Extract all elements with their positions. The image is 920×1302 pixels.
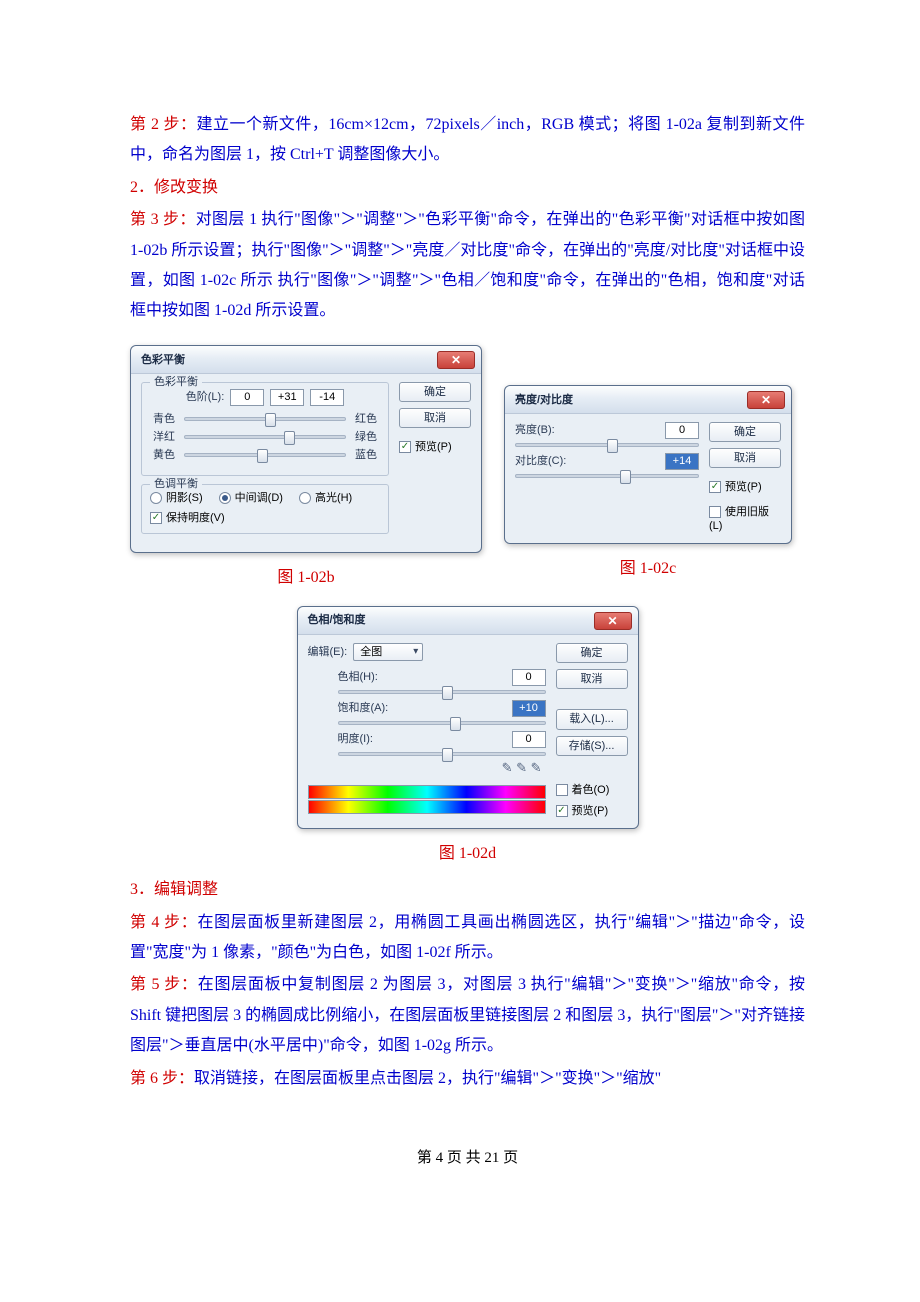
cb-slider-0[interactable]: 青色 红色	[150, 412, 380, 426]
close-icon[interactable]: ✕	[747, 391, 785, 409]
cb-slider-2-right: 蓝色	[352, 448, 380, 462]
hs-title: 色相/饱和度	[308, 613, 366, 627]
hue-strip-bottom	[308, 800, 546, 814]
hs-titlebar[interactable]: 色相/饱和度 ✕	[298, 607, 638, 635]
cb-slider-1-left: 洋红	[150, 430, 178, 444]
bc-cancel-button[interactable]: 取消	[709, 448, 781, 468]
step3-prefix: 第 3 步：	[130, 211, 196, 228]
section-3-heading: 3．编辑调整	[130, 875, 805, 905]
hue-label: 色相(H):	[338, 670, 378, 684]
bc-titlebar[interactable]: 亮度/对比度 ✕	[505, 386, 791, 414]
figure-1-02c-column: 亮度/对比度 ✕ 亮度(B): 0 对比度(C): +14	[504, 385, 792, 585]
eyedropper-tools[interactable]: ✎ ✎ ✎	[308, 760, 546, 777]
close-icon[interactable]: ✕	[437, 351, 475, 369]
level-input-2[interactable]: -14	[310, 389, 344, 406]
hs-save-button[interactable]: 存储(S)...	[556, 736, 628, 756]
hue-strip-top	[308, 785, 546, 799]
step5-body: 在图层面板中复制图层 2 为图层 3，对图层 3 执行"编辑"＞"变换"＞"缩放…	[130, 976, 805, 1054]
step4-body: 在图层面板里新建图层 2，用椭圆工具画出椭圆选区，执行"编辑"＞"描边"命令，设…	[130, 914, 805, 961]
cb-slider-2[interactable]: 黄色 蓝色	[150, 448, 380, 462]
step2-prefix: 第 2 步：	[130, 116, 196, 133]
brightness-slider[interactable]	[515, 443, 699, 447]
cb-preview-checkbox[interactable]: 预览(P)	[399, 440, 471, 454]
level-input-1[interactable]: +31	[270, 389, 304, 406]
radio-highlight[interactable]: 高光(H)	[299, 491, 352, 505]
cb-slider-0-right: 红色	[352, 412, 380, 426]
hs-cancel-button[interactable]: 取消	[556, 669, 628, 689]
para-step6: 第 6 步：取消链接，在图层面板里点击图层 2，执行"编辑"＞"变换"＞"缩放"	[130, 1064, 805, 1094]
bc-title: 亮度/对比度	[515, 393, 573, 407]
color-balance-titlebar[interactable]: 色彩平衡 ✕	[131, 346, 481, 374]
brightness-contrast-dialog: 亮度/对比度 ✕ 亮度(B): 0 对比度(C): +14	[504, 385, 792, 544]
hue-slider[interactable]	[308, 690, 546, 694]
section-2-heading: 2．修改变换	[130, 173, 805, 203]
brightness-input[interactable]: 0	[665, 422, 699, 439]
color-balance-group: 色彩平衡 色阶(L): 0 +31 -14 青色 红色	[141, 382, 389, 476]
bc-preview-checkbox[interactable]: 预览(P)	[709, 480, 781, 494]
para-step3: 第 3 步：对图层 1 执行"图像"＞"调整"＞"色彩平衡"命令，在弹出的"色彩…	[130, 205, 805, 327]
light-input[interactable]: 0	[512, 731, 546, 748]
hs-edit-select[interactable]: 全图	[353, 643, 423, 661]
contrast-label: 对比度(C):	[515, 454, 566, 468]
sat-input[interactable]: +10	[512, 700, 546, 717]
sat-label: 饱和度(A):	[338, 701, 389, 715]
caption-1-02b: 图 1-02b	[277, 563, 334, 593]
sat-slider[interactable]	[308, 721, 546, 725]
cb-cancel-button[interactable]: 取消	[399, 408, 471, 428]
figure-row-1: 色彩平衡 ✕ 色彩平衡 色阶(L): 0 +31 -14 青色	[130, 345, 805, 594]
hs-preview-checkbox[interactable]: 预览(P)	[556, 804, 628, 818]
caption-1-02d: 图 1-02d	[439, 839, 496, 869]
page-footer: 第 4 页 共 21 页	[130, 1144, 805, 1173]
step4-prefix: 第 4 步：	[130, 914, 197, 931]
light-slider[interactable]	[308, 752, 546, 756]
contrast-slider[interactable]	[515, 474, 699, 478]
figure-1-02d-wrap: 色相/饱和度 ✕ 编辑(E): 全图 色相(H): 0	[130, 606, 805, 870]
figure-1-02b-column: 色彩平衡 ✕ 色彩平衡 色阶(L): 0 +31 -14 青色	[130, 345, 482, 594]
para-step2: 第 2 步：建立一个新文件，16cm×12cm，72pixels／inch，RG…	[130, 110, 805, 171]
light-label: 明度(I):	[338, 732, 373, 746]
hs-edit-label: 编辑(E):	[308, 645, 348, 659]
brightness-label: 亮度(B):	[515, 423, 555, 437]
caption-1-02c: 图 1-02c	[620, 554, 676, 584]
color-balance-title: 色彩平衡	[141, 353, 185, 367]
hs-load-button[interactable]: 载入(L)...	[556, 709, 628, 729]
para-step5: 第 5 步：在图层面板中复制图层 2 为图层 3，对图层 3 执行"编辑"＞"变…	[130, 970, 805, 1061]
cb-slider-1-right: 绿色	[352, 430, 380, 444]
step3-body: 对图层 1 执行"图像"＞"调整"＞"色彩平衡"命令，在弹出的"色彩平衡"对话框…	[130, 211, 805, 319]
hue-input[interactable]: 0	[512, 669, 546, 686]
hs-colorize-checkbox[interactable]: 着色(O)	[556, 783, 628, 797]
radio-shadow[interactable]: 阴影(S)	[150, 491, 203, 505]
hue-saturation-dialog: 色相/饱和度 ✕ 编辑(E): 全图 色相(H): 0	[297, 606, 639, 829]
level-input-0[interactable]: 0	[230, 389, 264, 406]
levels-label: 色阶(L):	[186, 390, 225, 404]
bc-ok-button[interactable]: 确定	[709, 422, 781, 442]
cb-group-label: 色彩平衡	[150, 375, 202, 389]
cb-ok-button[interactable]: 确定	[399, 382, 471, 402]
para-step4: 第 4 步：在图层面板里新建图层 2，用椭圆工具画出椭圆选区，执行"编辑"＞"描…	[130, 908, 805, 969]
hs-ok-button[interactable]: 确定	[556, 643, 628, 663]
bc-legacy-checkbox[interactable]: 使用旧版(L)	[709, 505, 781, 534]
close-icon[interactable]: ✕	[594, 612, 632, 630]
step6-prefix: 第 6 步：	[130, 1070, 194, 1087]
cb-slider-2-left: 黄色	[150, 448, 178, 462]
step6-body: 取消链接，在图层面板里点击图层 2，执行"编辑"＞"变换"＞"缩放"	[194, 1070, 661, 1087]
tone-group-label: 色调平衡	[150, 477, 202, 491]
cb-slider-1[interactable]: 洋红 绿色	[150, 430, 380, 444]
cb-slider-0-left: 青色	[150, 412, 178, 426]
step5-prefix: 第 5 步：	[130, 976, 198, 993]
preserve-luminosity-checkbox[interactable]: 保持明度(V)	[150, 511, 380, 525]
radio-midtone[interactable]: 中间调(D)	[219, 491, 283, 505]
step2-body: 建立一个新文件，16cm×12cm，72pixels／inch，RGB 模式；将…	[130, 116, 805, 163]
contrast-input[interactable]: +14	[665, 453, 699, 470]
tone-balance-group: 色调平衡 阴影(S) 中间调(D) 高光(H) 保持明度(V)	[141, 484, 389, 535]
color-balance-dialog: 色彩平衡 ✕ 色彩平衡 色阶(L): 0 +31 -14 青色	[130, 345, 482, 553]
